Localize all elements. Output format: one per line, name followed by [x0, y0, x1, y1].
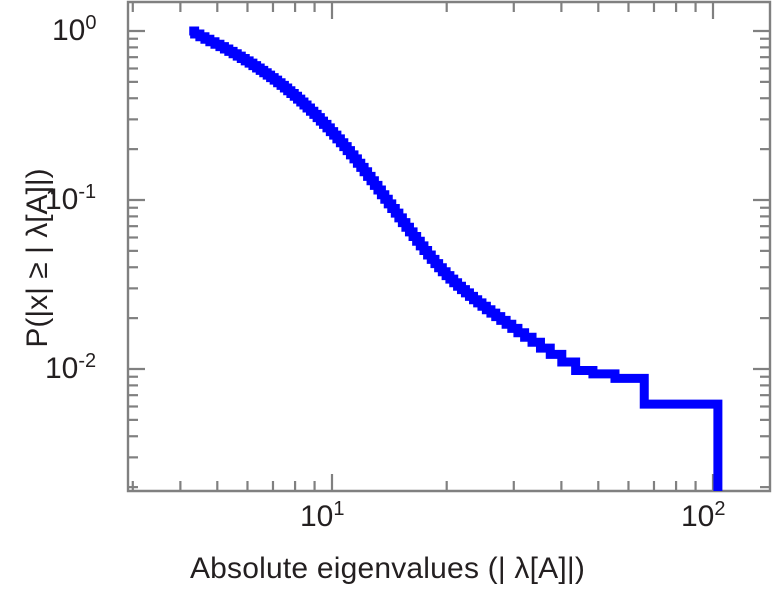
y-axis-label: P(|x| ≥ | λ[A]|): [21, 168, 54, 348]
y-tick-label-1e0: 100: [52, 12, 97, 47]
x-tick-label-1e1: 101: [300, 498, 345, 533]
y-tick-label-1e-1: 10-1: [45, 181, 97, 216]
axes-frame: [126, 0, 772, 493]
y-axis-label-wrapper: P(|x| ≥ | λ[A]|): [21, 8, 65, 508]
x-axis-label: Absolute eigenvalues (| λ[A]|): [189, 552, 586, 585]
y-tick-label-1e-2: 10-2: [45, 350, 97, 385]
axis-ticks: [128, 2, 770, 491]
data-series-line: [189, 26, 723, 491]
x-tick-label-1e2: 102: [681, 498, 726, 533]
